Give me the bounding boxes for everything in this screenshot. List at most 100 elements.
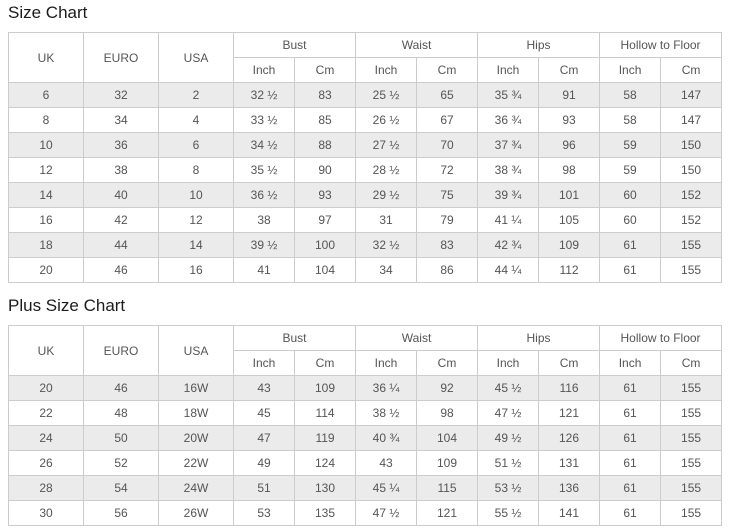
- column-header-uk: UK: [8, 325, 84, 376]
- table-cell: 38: [233, 207, 295, 233]
- table-cell: 126: [538, 425, 601, 451]
- table-cell: 28 ½: [355, 157, 418, 183]
- table-cell: 45: [233, 400, 295, 426]
- table-cell: 61: [599, 375, 662, 401]
- plus-size-chart-table: UK EURO USA Bust Waist Hips Hollow to Fl…: [8, 325, 723, 526]
- table-cell: 44 ¼: [477, 257, 540, 283]
- table-cell: 35 ½: [233, 157, 295, 183]
- header-row-units: Inch Cm Inch Cm Inch Cm Inch Cm: [9, 57, 723, 83]
- unit-header-bust-cm: Cm: [293, 57, 357, 83]
- table-cell: 83: [416, 232, 479, 258]
- table-cell: 38: [83, 157, 159, 183]
- group-header-bust: Bust: [232, 32, 357, 58]
- table-cell: 55 ½: [477, 500, 540, 526]
- table-cell: 43: [233, 375, 295, 401]
- table-cell: 33 ½: [233, 107, 295, 133]
- table-cell: 90: [293, 157, 357, 183]
- table-cell: 155: [660, 450, 723, 476]
- table-cell: 93: [538, 107, 601, 133]
- table-cell: 20: [8, 257, 84, 283]
- table-cell: 101: [538, 182, 601, 208]
- table-cell: 47 ½: [477, 400, 540, 426]
- table-cell: 152: [660, 207, 723, 233]
- header-row-units: Inch Cm Inch Cm Inch Cm Inch Cm: [9, 350, 723, 376]
- table-cell: 130: [293, 475, 357, 501]
- table-row: 8 34 4 33 ½ 85 26 ½ 67 36 ¾ 93 58 147: [8, 107, 723, 133]
- table-cell: 61: [599, 232, 662, 258]
- column-header-usa: USA: [158, 32, 234, 83]
- table-cell: 75: [416, 182, 479, 208]
- table-cell: 20W: [158, 425, 234, 451]
- table-cell: 38 ¾: [477, 157, 540, 183]
- table-cell: 22W: [158, 450, 234, 476]
- table-cell: 155: [660, 257, 723, 283]
- table-cell: 135: [293, 500, 357, 526]
- table-cell: 49: [233, 450, 295, 476]
- table-cell: 36: [83, 132, 159, 158]
- group-header-hips: Hips: [477, 325, 601, 351]
- table-cell: 141: [538, 500, 601, 526]
- table-cell: 96: [538, 132, 601, 158]
- table-cell: 32: [83, 82, 159, 108]
- unit-header-hollow-cm: Cm: [660, 57, 723, 83]
- table-cell: 46: [83, 257, 159, 283]
- table-row: 30 56 26W 53 135 47 ½ 121 55 ½ 141 61 155: [8, 500, 723, 526]
- table-cell: 112: [538, 257, 601, 283]
- table-cell: 61: [599, 475, 662, 501]
- table-cell: 58: [599, 107, 662, 133]
- table-cell: 60: [599, 182, 662, 208]
- table-row: 24 50 20W 47 119 40 ¾ 104 49 ½ 126 61 155: [8, 425, 723, 451]
- table-cell: 46: [83, 375, 159, 401]
- unit-header-hips-inch: Inch: [477, 350, 540, 376]
- table-cell: 59: [599, 157, 662, 183]
- table-cell: 155: [660, 232, 723, 258]
- size-chart-header: UK EURO USA Bust Waist Hips Hollow to Fl…: [8, 32, 723, 83]
- unit-header-bust-cm: Cm: [293, 350, 357, 376]
- column-header-euro: EURO: [83, 32, 159, 83]
- table-cell: 8: [8, 107, 84, 133]
- table-row: 22 48 18W 45 114 38 ½ 98 47 ½ 121 61 155: [8, 400, 723, 426]
- unit-header-hips-inch: Inch: [477, 57, 540, 83]
- column-header-usa: USA: [158, 325, 234, 376]
- table-cell: 37 ¾: [477, 132, 540, 158]
- table-cell: 61: [599, 500, 662, 526]
- table-cell: 14: [158, 232, 234, 258]
- table-cell: 155: [660, 400, 723, 426]
- table-cell: 152: [660, 182, 723, 208]
- unit-header-hips-cm: Cm: [538, 350, 601, 376]
- column-header-uk: UK: [8, 32, 84, 83]
- table-cell: 25 ½: [355, 82, 418, 108]
- table-cell: 79: [416, 207, 479, 233]
- table-cell: 104: [416, 425, 479, 451]
- table-cell: 92: [416, 375, 479, 401]
- unit-header-hollow-inch: Inch: [599, 350, 662, 376]
- table-cell: 61: [599, 400, 662, 426]
- table-cell: 8: [158, 157, 234, 183]
- table-cell: 24W: [158, 475, 234, 501]
- table-cell: 100: [293, 232, 357, 258]
- size-chart-table: UK EURO USA Bust Waist Hips Hollow to Fl…: [8, 32, 723, 283]
- table-cell: 59: [599, 132, 662, 158]
- unit-header-hips-cm: Cm: [538, 57, 601, 83]
- plus-size-chart-body: 20 46 16W 43 109 36 ¼ 92 45 ½ 116 61 155 22 48 18W 45 1…: [8, 375, 723, 526]
- table-cell: 116: [538, 375, 601, 401]
- table-cell: 98: [416, 400, 479, 426]
- table-cell: 24: [8, 425, 84, 451]
- group-header-waist: Waist: [355, 325, 479, 351]
- table-cell: 85: [293, 107, 357, 133]
- table-cell: 28: [8, 475, 84, 501]
- table-cell: 12: [8, 157, 84, 183]
- table-cell: 67: [416, 107, 479, 133]
- table-cell: 18: [8, 232, 84, 258]
- table-cell: 53: [233, 500, 295, 526]
- table-cell: 30: [8, 500, 84, 526]
- table-cell: 49 ½: [477, 425, 540, 451]
- table-cell: 34: [83, 107, 159, 133]
- unit-header-bust-inch: Inch: [233, 57, 295, 83]
- table-cell: 70: [416, 132, 479, 158]
- table-cell: 18W: [158, 400, 234, 426]
- table-row: 6 32 2 32 ½ 83 25 ½ 65 35 ¾ 91 58 147: [8, 82, 723, 108]
- table-cell: 31: [355, 207, 418, 233]
- table-cell: 97: [293, 207, 357, 233]
